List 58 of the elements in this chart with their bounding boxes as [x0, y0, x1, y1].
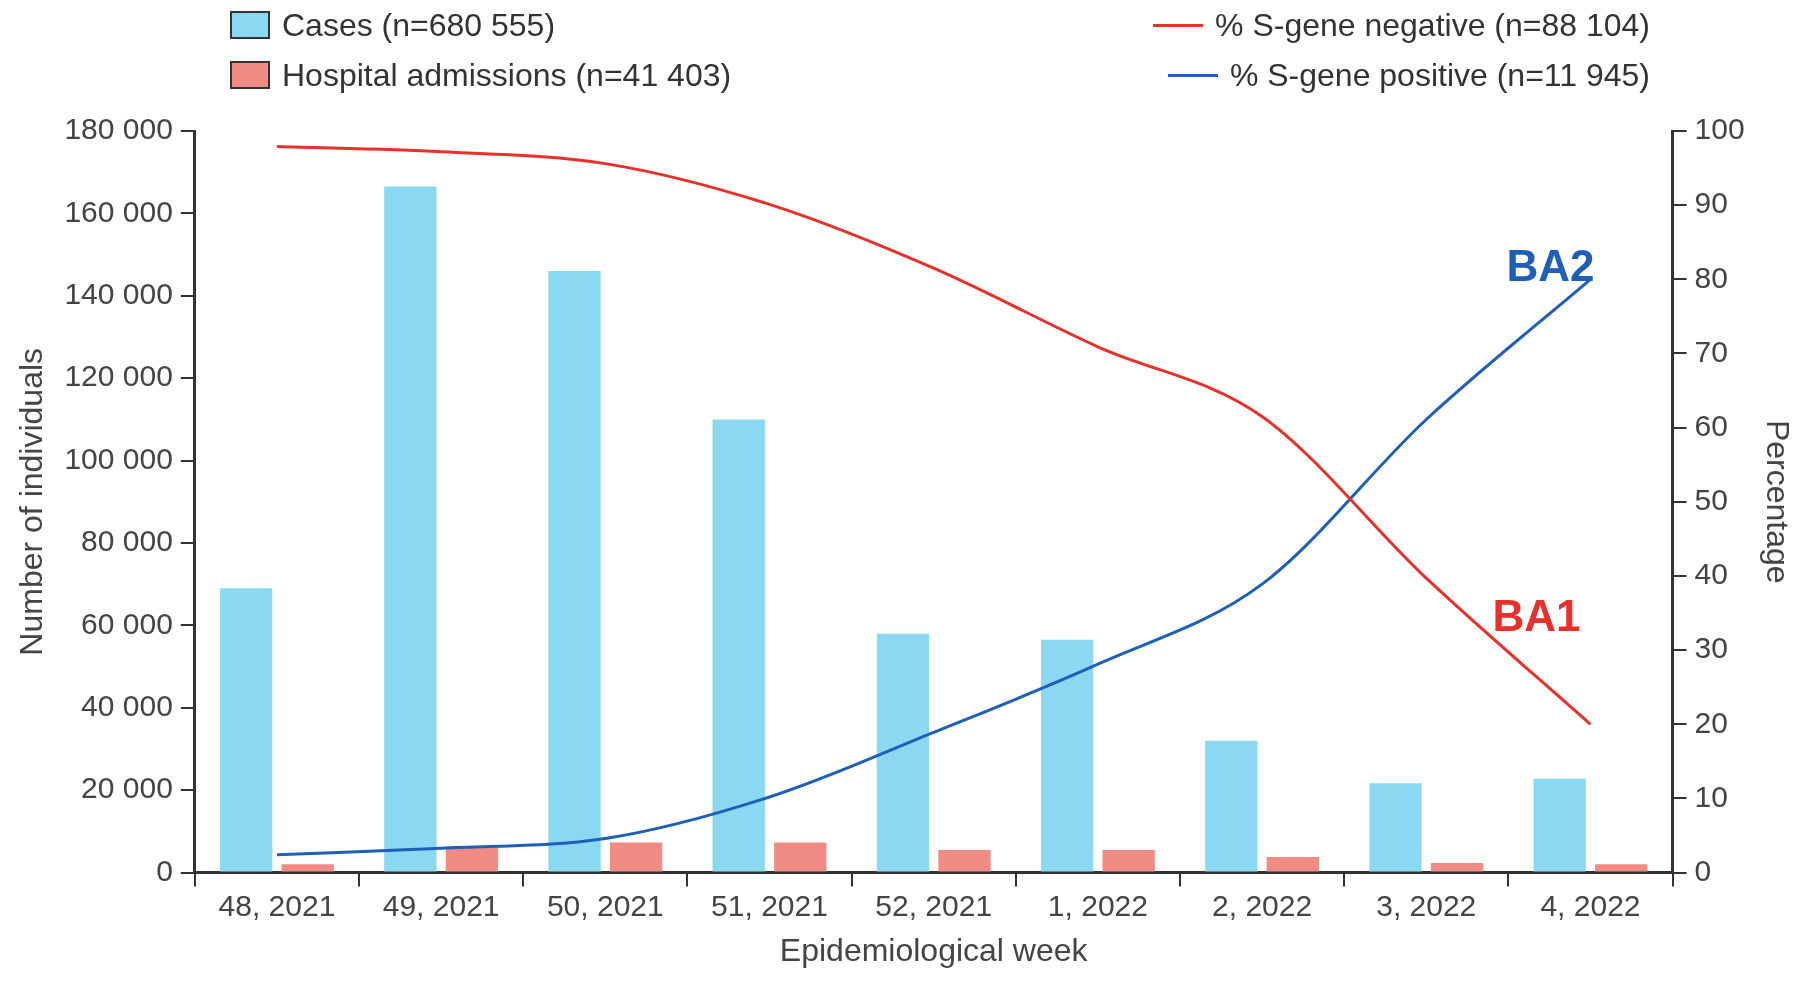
x-tick-label: 3, 2022 [1376, 888, 1477, 922]
bar [876, 633, 930, 872]
y2-tick-label: 90 [1694, 186, 1728, 220]
y-tick-label: 160 000 [64, 194, 173, 228]
x-tick-label: 2, 2022 [1212, 888, 1313, 922]
y2-tick-label: 60 [1694, 408, 1728, 442]
y2-tick-label: 10 [1694, 779, 1728, 813]
annotation: BA2 [1506, 241, 1595, 291]
y2-tick-label: 70 [1694, 334, 1728, 368]
line-series [275, 145, 1592, 726]
y-tick-label: 80 000 [81, 524, 173, 558]
y-tick-label: 180 000 [64, 112, 173, 146]
bar [1369, 783, 1422, 872]
legend-label: Cases (n=680 555) [282, 6, 556, 44]
bar [1266, 856, 1320, 872]
y2-tick-label: 50 [1694, 483, 1728, 517]
y-tick-label: 60 000 [81, 606, 173, 640]
bar [445, 847, 499, 872]
legend-label: % S-gene negative (n=88 104) [1215, 6, 1650, 44]
x-tick-label: 52, 2021 [875, 888, 993, 922]
y2-tick-label: 20 [1694, 705, 1728, 739]
x-tick-label: 49, 2021 [382, 888, 500, 922]
x-tick-label: 4, 2022 [1540, 888, 1641, 922]
y-tick-label: 20 000 [81, 771, 173, 805]
bar [548, 271, 601, 872]
bar [938, 849, 991, 872]
bar [281, 864, 334, 872]
bar [1205, 740, 1258, 872]
annotation: BA1 [1492, 591, 1581, 641]
bar [1430, 863, 1484, 872]
y2-tick-label: 80 [1694, 260, 1728, 294]
bar [609, 842, 663, 872]
y-tick-label: 0 [156, 853, 173, 887]
x-tick-label: 48, 2021 [218, 888, 336, 922]
y-tick-label: 100 000 [64, 441, 173, 475]
y2-tick-label: 0 [1694, 853, 1712, 887]
y-axis-title: Number of individuals [13, 347, 50, 656]
x-tick-label: 50, 2021 [546, 888, 664, 922]
y-tick-label: 40 000 [81, 689, 173, 723]
y2-tick-label: 100 [1694, 112, 1745, 146]
y-tick-label: 120 000 [64, 359, 173, 393]
bar [1533, 778, 1586, 872]
x-tick-label: 51, 2021 [711, 888, 828, 922]
bar [1040, 639, 1094, 872]
y2-tick-label: 40 [1694, 557, 1728, 591]
bar [1102, 849, 1155, 872]
legend-label: % S-gene positive (n=11 945) [1229, 56, 1650, 94]
bar [1595, 864, 1648, 872]
bar [219, 588, 273, 872]
bar [712, 419, 765, 872]
x-axis-title: Epidemiological week [779, 931, 1089, 968]
y2-tick-label: 30 [1694, 631, 1728, 665]
x-tick-label: 1, 2022 [1047, 888, 1148, 922]
bar [384, 186, 437, 872]
y2-axis-title: Percentage [1759, 419, 1796, 584]
y-tick-label: 140 000 [64, 277, 173, 311]
bar [774, 842, 827, 872]
legend-label: Hospital admissions (n=41 403) [282, 56, 732, 94]
